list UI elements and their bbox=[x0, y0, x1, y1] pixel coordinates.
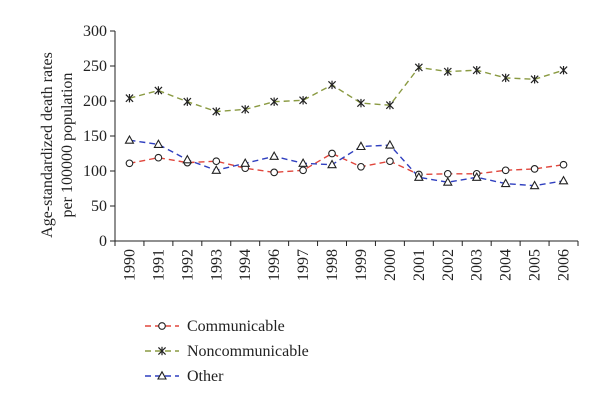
legend-marker bbox=[157, 370, 167, 380]
data-point-communicable bbox=[299, 166, 307, 175]
data-point-noncommunicable bbox=[299, 96, 308, 105]
y-tick-label: 150 bbox=[83, 128, 107, 145]
x-tick-label: 1990 bbox=[121, 249, 138, 281]
data-point-other bbox=[298, 157, 309, 167]
data-point-communicable bbox=[357, 162, 365, 171]
series-line-other bbox=[129, 139, 564, 187]
x-tick-label: 1991 bbox=[150, 249, 167, 281]
legend-marker bbox=[158, 322, 166, 330]
legend-label: Noncommunicable bbox=[187, 343, 309, 360]
data-point-noncommunicable bbox=[385, 101, 394, 110]
data-point-communicable bbox=[530, 165, 539, 173]
legend-marker bbox=[157, 346, 167, 356]
data-point-other bbox=[442, 176, 453, 186]
x-tick-label: 1993 bbox=[208, 249, 225, 281]
y-tick-label: 250 bbox=[83, 58, 107, 75]
legend-item-other: Other bbox=[145, 368, 224, 385]
y-tick-label: 300 bbox=[83, 23, 107, 40]
data-point-other bbox=[413, 171, 424, 181]
legend-item-communicable: Communicable bbox=[145, 318, 285, 335]
series-lines bbox=[129, 66, 564, 187]
legend-label: Other bbox=[187, 368, 224, 385]
series-line-noncommunicable bbox=[129, 66, 564, 113]
x-tick-label: 1992 bbox=[179, 249, 196, 281]
data-point-noncommunicable bbox=[472, 66, 481, 75]
data-point-other bbox=[558, 175, 569, 185]
x-tick-label: 1996 bbox=[266, 249, 283, 281]
data-point-communicable bbox=[154, 153, 163, 162]
data-point-communicable bbox=[443, 169, 452, 178]
data-point-noncommunicable bbox=[241, 105, 250, 114]
data-point-other bbox=[529, 180, 540, 190]
x-tick-label: 2003 bbox=[469, 249, 486, 281]
x-tick-label: 2000 bbox=[382, 249, 399, 281]
data-point-communicable bbox=[212, 157, 221, 166]
series-markers bbox=[124, 63, 569, 190]
data-point-other bbox=[124, 134, 135, 144]
x-tick-label: 1999 bbox=[353, 249, 370, 281]
data-point-other bbox=[471, 171, 482, 181]
data-point-noncommunicable bbox=[183, 97, 192, 106]
x-tick-label: 1994 bbox=[237, 249, 254, 281]
series-line-communicable bbox=[129, 152, 564, 176]
legend-item-noncommunicable: Noncommunicable bbox=[145, 343, 309, 360]
data-point-other bbox=[240, 157, 251, 167]
data-point-noncommunicable bbox=[356, 98, 365, 108]
data-point-other bbox=[182, 154, 193, 164]
data-point-communicable bbox=[559, 160, 568, 169]
data-point-other bbox=[269, 150, 280, 160]
data-point-noncommunicable bbox=[270, 97, 279, 106]
y-axis-title-line-2: per 100000 population bbox=[59, 73, 76, 218]
y-axis-title-line-1: Age-standardized death rates bbox=[39, 52, 56, 238]
data-point-noncommunicable bbox=[212, 107, 221, 116]
data-point-other bbox=[356, 141, 366, 151]
data-point-other bbox=[153, 139, 164, 148]
data-point-communicable bbox=[501, 166, 510, 175]
data-point-noncommunicable bbox=[328, 80, 337, 90]
data-point-communicable bbox=[270, 168, 279, 177]
legend-label: Communicable bbox=[187, 318, 285, 335]
x-tick-label: 2004 bbox=[498, 249, 515, 281]
x-tick-label: 1997 bbox=[295, 249, 312, 281]
y-tick-labels: 0 50 100 150 200 250 300 bbox=[83, 23, 107, 250]
x-tick-labels: 1990 1991 1992 1993 1994 1996 1997 1998 1999 2000… bbox=[121, 249, 572, 281]
legend: Communicable Noncommunicable Other bbox=[145, 318, 309, 385]
data-point-noncommunicable bbox=[414, 63, 423, 72]
x-tick-label: 2006 bbox=[556, 249, 573, 281]
data-point-noncommunicable bbox=[154, 86, 163, 95]
data-point-communicable bbox=[386, 157, 394, 166]
data-point-communicable bbox=[125, 159, 134, 168]
data-point-communicable bbox=[328, 149, 336, 158]
y-tick-label: 50 bbox=[91, 198, 107, 215]
data-point-other bbox=[211, 164, 222, 174]
x-tick-label: 2002 bbox=[440, 249, 457, 281]
y-tick-label: 0 bbox=[99, 233, 107, 250]
x-tick-label: 2001 bbox=[411, 249, 428, 281]
data-point-noncommunicable bbox=[125, 94, 134, 103]
x-tick-label: 2005 bbox=[527, 249, 544, 281]
y-tick-label: 100 bbox=[83, 163, 107, 180]
axes bbox=[110, 30, 579, 246]
data-point-noncommunicable bbox=[443, 67, 452, 76]
data-point-noncommunicable bbox=[559, 66, 568, 75]
data-point-other bbox=[327, 159, 337, 169]
data-point-noncommunicable bbox=[501, 73, 510, 83]
data-point-other bbox=[384, 139, 395, 149]
x-tick-label: 1998 bbox=[324, 249, 341, 281]
y-tick-label: 200 bbox=[83, 93, 107, 110]
data-point-noncommunicable bbox=[530, 75, 539, 84]
data-point-other bbox=[500, 178, 511, 188]
